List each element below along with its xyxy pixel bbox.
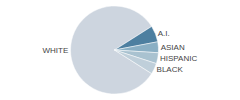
svg-text:HISPANIC: HISPANIC (160, 54, 197, 63)
svg-text:ASIAN: ASIAN (161, 43, 185, 52)
svg-text:A.I.: A.I. (158, 29, 170, 38)
svg-text:WHITE: WHITE (42, 46, 68, 55)
svg-text:BLACK: BLACK (157, 65, 184, 74)
